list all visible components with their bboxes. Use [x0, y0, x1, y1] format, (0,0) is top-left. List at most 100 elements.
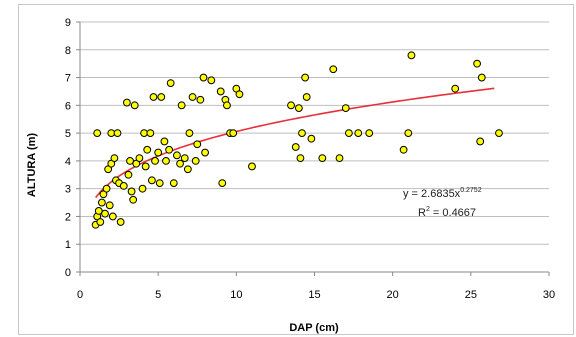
data-point-32	[143, 145, 152, 154]
data-point-26	[130, 101, 139, 110]
y-tick-label-0: 0	[65, 267, 71, 279]
data-point-80	[354, 129, 363, 138]
y-tick-labels: 0 1 2 3 4 5 6 7 8 9	[65, 17, 71, 279]
equation-base: y = 2.6835x	[403, 188, 461, 200]
data-point-8	[101, 209, 109, 218]
data-point-50	[185, 129, 194, 138]
y-tick-label-7: 7	[65, 73, 71, 85]
data-point-47	[177, 101, 186, 110]
y-tick-label-1: 1	[65, 239, 71, 251]
data-point-61	[223, 101, 231, 110]
data-point-65	[235, 90, 244, 99]
x-tick-label-25: 25	[465, 289, 477, 301]
data-point-33	[146, 129, 155, 138]
x-axis-title: DAP (cm)	[289, 322, 339, 334]
data-point-38	[155, 179, 164, 188]
trendline-layer	[95, 87, 495, 198]
data-point-21	[123, 98, 131, 107]
data-point-49	[183, 165, 192, 174]
data-point-43	[166, 79, 175, 88]
data-point-89	[495, 129, 503, 138]
x-tick-label-5: 5	[155, 289, 161, 301]
data-point-40	[160, 137, 169, 146]
data-point-45	[173, 151, 181, 160]
data-point-41	[162, 156, 170, 165]
data-point-51	[188, 93, 197, 101]
data-point-70	[296, 154, 305, 163]
data-point-74	[307, 134, 316, 143]
data-point-79	[344, 129, 353, 138]
data-point-5	[93, 129, 102, 138]
data-point-66	[248, 162, 256, 171]
r-squared-value: = 0.4667	[430, 207, 476, 219]
data-point-22	[124, 170, 133, 179]
data-point-86	[473, 59, 481, 68]
trendline-equation: y = 2.6835x0.2752	[403, 187, 482, 200]
r-squared-base: R	[418, 207, 426, 219]
r-squared-sup: 2	[426, 206, 430, 213]
data-point-59	[218, 179, 227, 188]
data-point-67	[287, 101, 295, 110]
gridlines	[80, 21, 549, 245]
data-point-19	[116, 218, 125, 226]
data-point-36	[151, 156, 159, 165]
data-point-29	[138, 184, 147, 193]
data-point-53	[193, 140, 202, 149]
data-point-84	[407, 51, 416, 60]
y-tick-label-5: 5	[65, 128, 71, 140]
x-tick-label-15: 15	[308, 289, 320, 301]
data-point-28	[135, 154, 144, 163]
data-point-82	[399, 145, 408, 154]
data-point-3	[94, 206, 103, 215]
data-point-73	[302, 93, 311, 101]
y-tick-label-8: 8	[65, 45, 71, 57]
data-point-14	[108, 212, 117, 221]
data-point-77	[335, 154, 344, 163]
data-point-11	[105, 201, 114, 210]
data-point-9	[102, 184, 111, 193]
data-point-46	[176, 159, 184, 168]
data-point-81	[365, 129, 374, 138]
data-point-34	[148, 176, 156, 185]
y-tick-label-4: 4	[65, 156, 71, 168]
x-tick-label-0: 0	[77, 289, 83, 301]
x-tick-labels: 0 5 10 15 20 25 30	[77, 289, 555, 301]
r-squared-label: R2 = 0.4667	[418, 206, 476, 219]
data-point-87	[476, 137, 485, 146]
data-point-68	[291, 143, 300, 151]
power-trendline	[95, 87, 495, 198]
data-point-63	[229, 129, 238, 138]
data-point-55	[199, 73, 208, 82]
data-point-44	[169, 179, 178, 188]
data-point-20	[119, 181, 128, 190]
y-tick-label-3: 3	[65, 184, 71, 196]
data-point-17	[113, 129, 122, 138]
data-point-31	[141, 162, 150, 171]
data-point-58	[216, 87, 225, 96]
equation-exponent: 0.2752	[460, 187, 482, 194]
data-point-72	[301, 73, 310, 82]
data-point-75	[318, 154, 327, 163]
y-axis-title: ALTURA (m)	[26, 133, 38, 197]
data-point-42	[165, 145, 174, 154]
data-point-39	[157, 93, 166, 101]
data-point-57	[207, 76, 216, 85]
data-point-48	[180, 154, 189, 163]
data-point-23	[126, 156, 134, 165]
y-tick-label-6: 6	[65, 100, 71, 112]
data-point-35	[149, 93, 158, 101]
data-point-71	[298, 129, 306, 138]
x-tick-label-30: 30	[543, 289, 555, 301]
x-tick-label-10: 10	[230, 289, 242, 301]
data-point-37	[154, 148, 163, 157]
data-point-85	[451, 84, 460, 93]
y-tick-label-2: 2	[65, 211, 71, 223]
data-point-24	[127, 187, 136, 196]
data-point-88	[477, 73, 486, 82]
data-point-69	[294, 104, 303, 113]
data-point-25	[129, 195, 138, 204]
data-points	[91, 51, 503, 229]
data-point-56	[201, 148, 209, 157]
data-point-52	[191, 156, 200, 165]
